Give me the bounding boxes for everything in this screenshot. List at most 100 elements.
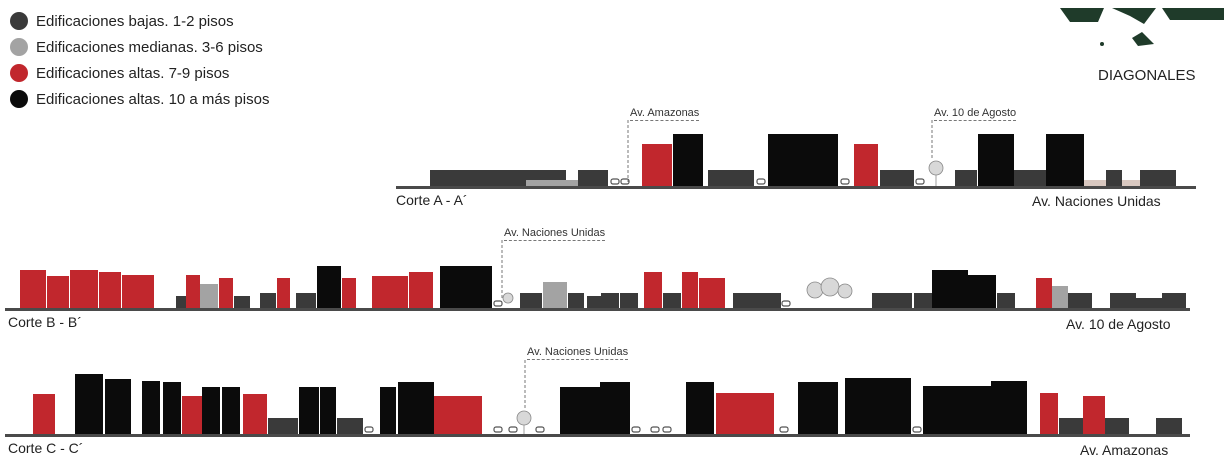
building (342, 278, 356, 308)
legend-item-tallest: Edificaciones altas. 10 a más pisos (10, 86, 269, 112)
building (434, 396, 482, 434)
building (620, 293, 638, 308)
building (955, 170, 977, 186)
building (320, 387, 336, 434)
building (601, 293, 619, 308)
building (1156, 418, 1182, 434)
building (1110, 293, 1136, 308)
building (1014, 170, 1046, 186)
building (673, 134, 703, 186)
building (243, 394, 267, 434)
building (768, 134, 838, 186)
tree-icon (928, 160, 944, 186)
building (872, 293, 912, 308)
building (1140, 170, 1176, 186)
diagram-title: DIAGONALES (1098, 67, 1196, 84)
section-c-label: Corte C - C´ (8, 440, 84, 456)
ground-line (5, 434, 1190, 437)
building (716, 393, 774, 434)
building (600, 382, 630, 434)
building (182, 396, 202, 434)
building (1036, 278, 1052, 308)
section-a-callout-amazonas: Av. Amazonas (630, 107, 700, 121)
legend-label-low: Edificaciones bajas. 1-2 pisos (36, 12, 234, 30)
building (372, 276, 408, 308)
building (798, 382, 838, 434)
building (923, 386, 991, 434)
building (543, 282, 567, 308)
building (105, 379, 131, 434)
building (1068, 293, 1092, 308)
building (578, 170, 608, 186)
building (686, 382, 714, 434)
building (932, 270, 968, 308)
building (568, 293, 584, 308)
car-icon (610, 178, 925, 185)
building (1106, 170, 1122, 186)
building (122, 275, 154, 308)
section-b (5, 240, 1190, 311)
legend-swatch-low (10, 12, 28, 30)
building (1105, 418, 1129, 434)
tree-icon (502, 277, 853, 304)
legend-swatch-tallest (10, 90, 28, 108)
section-c-callout-naciones-unidas: Av. Naciones Unidas (527, 346, 629, 360)
building (296, 293, 316, 308)
building (202, 387, 220, 434)
building (260, 293, 276, 308)
car-icon (364, 426, 922, 433)
building (1059, 418, 1083, 434)
building (1040, 393, 1058, 434)
section-b-street: Av. 10 de Agosto (1066, 316, 1171, 332)
building (520, 293, 542, 308)
legend-label-medium: Edificaciones medianas. 3-6 pisos (36, 38, 263, 56)
building (663, 293, 681, 308)
ground-line (5, 308, 1190, 311)
building (560, 387, 600, 434)
car-icon (493, 300, 791, 307)
building (1162, 293, 1186, 308)
building (317, 266, 341, 308)
legend-item-high: Edificaciones altas. 7-9 pisos (10, 60, 269, 86)
building (845, 378, 911, 434)
legend-item-low: Edificaciones bajas. 1-2 pisos (10, 8, 269, 34)
building (968, 275, 996, 308)
legend-label-tallest: Edificaciones altas. 10 a más pisos (36, 90, 270, 108)
building (75, 374, 103, 434)
building (337, 418, 363, 434)
building (268, 418, 298, 434)
building (644, 272, 662, 308)
building (176, 296, 186, 308)
section-a-label: Corte A - A´ (396, 192, 468, 208)
building (526, 180, 582, 186)
building (997, 293, 1015, 308)
building (299, 387, 319, 434)
building (854, 144, 878, 186)
legend-item-medium: Edificaciones medianas. 3-6 pisos (10, 34, 269, 60)
building (409, 272, 433, 308)
section-a-street: Av. Naciones Unidas (1032, 193, 1161, 209)
legend: Edificaciones bajas. 1-2 pisos Edificaci… (10, 8, 269, 112)
section-a (396, 120, 1196, 189)
building (682, 272, 698, 308)
building (222, 387, 240, 434)
section-a-callout-10-agosto: Av. 10 de Agosto (934, 107, 1017, 121)
building (1046, 134, 1084, 186)
building (708, 170, 754, 186)
tree-icon (516, 410, 532, 434)
ground-line (396, 186, 1196, 189)
section-b-label: Corte B - B´ (8, 314, 82, 330)
building (440, 266, 492, 308)
building (33, 394, 55, 434)
building (991, 381, 1027, 434)
building (880, 170, 914, 186)
building (699, 278, 725, 308)
building (70, 270, 98, 308)
building (398, 382, 434, 434)
building (914, 293, 932, 308)
map-logo-icon (1060, 8, 1224, 46)
building (978, 134, 1014, 186)
section-c-street: Av. Amazonas (1080, 442, 1169, 458)
building (642, 144, 672, 186)
